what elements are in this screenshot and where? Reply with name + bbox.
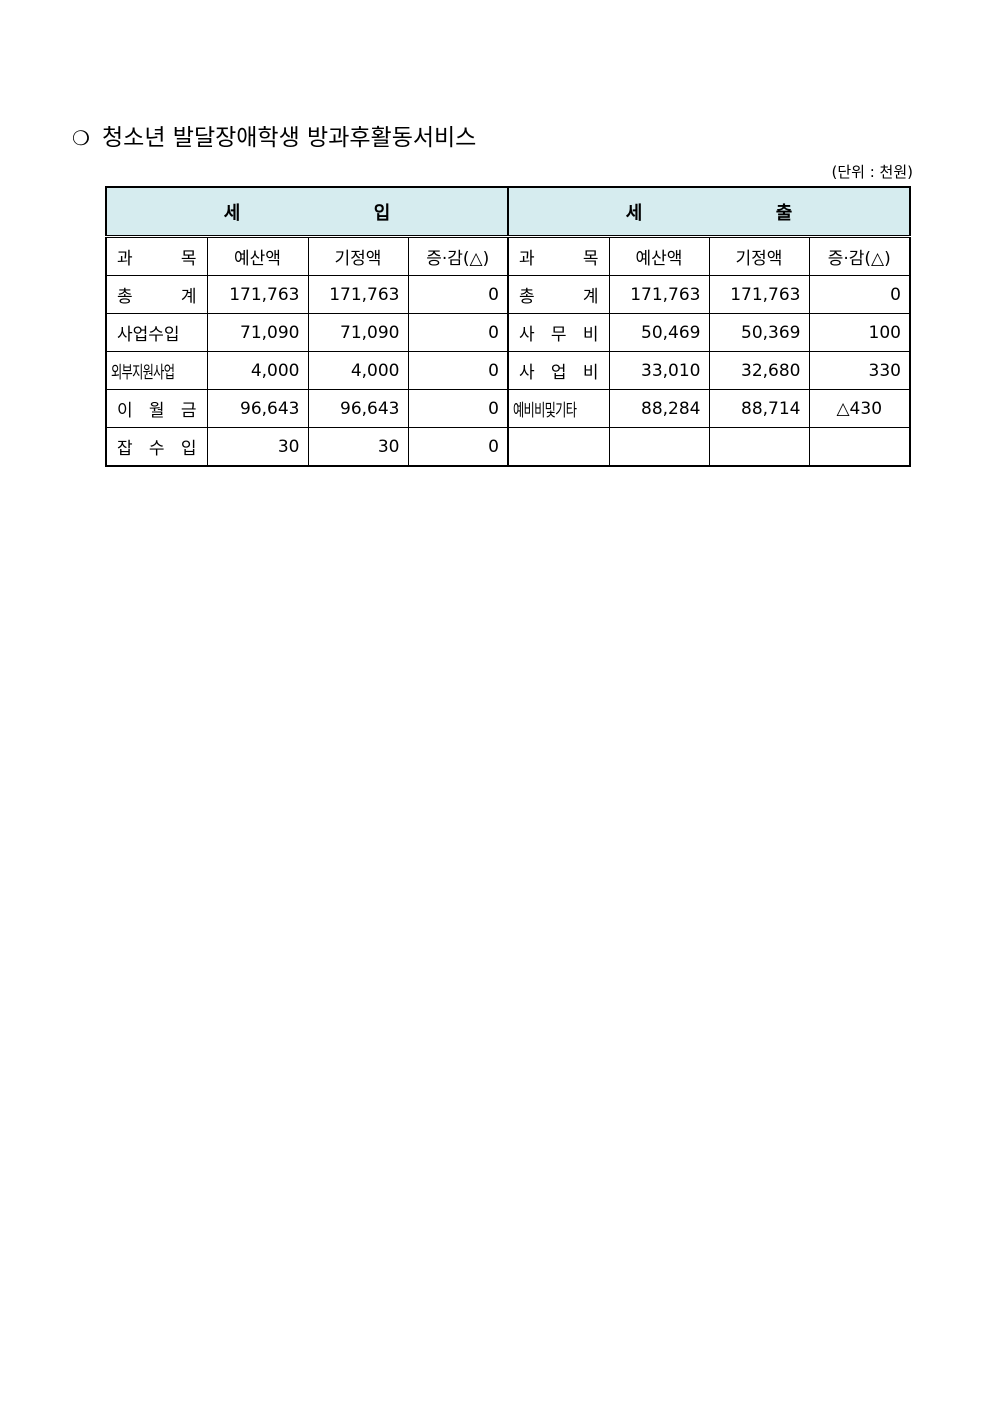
revenue-change-cell: 0	[407, 275, 509, 314]
circle-bullet-icon: ❍	[72, 126, 90, 150]
table-row: 잡 수 입 30 30 0	[105, 427, 911, 467]
expense-change-cell: △430	[808, 389, 911, 428]
revenue-prior-cell: 171,763	[307, 275, 409, 314]
expense-budget-cell: 88,284	[608, 389, 710, 428]
table-row: 외부지원사업 4,000 4,000 0 사 업 비 33,010 32,680 330	[105, 351, 911, 390]
col-prior: 기정액	[708, 236, 810, 276]
revenue-item-cell: 총 계	[105, 275, 208, 314]
expense-budget-cell	[608, 427, 710, 467]
col-item: 과 목	[105, 236, 208, 276]
expense-item-cell: 사 업 비	[507, 351, 610, 390]
col-budget: 예산액	[608, 236, 710, 276]
expense-prior-cell: 50,369	[708, 313, 810, 352]
revenue-budget-cell: 30	[206, 427, 309, 467]
revenue-prior-cell: 71,090	[307, 313, 409, 352]
section-title: ❍ 청소년 발달장애학생 방과후활동서비스	[72, 118, 476, 152]
revenue-budget-cell: 71,090	[206, 313, 309, 352]
expense-header-char: 세	[625, 202, 643, 224]
revenue-budget-cell: 96,643	[206, 389, 309, 428]
revenue-prior-cell: 4,000	[307, 351, 409, 390]
expense-item-cell: 총 계	[507, 275, 610, 314]
revenue-item-cell: 이 월 금	[105, 389, 208, 428]
revenue-item-cell: 사업수입	[105, 313, 208, 352]
table-row: 사업수입 71,090 71,090 0 사 무 비 50,469 50,369 100	[105, 313, 911, 352]
col-prior: 기정액	[307, 236, 409, 276]
expense-budget-cell: 50,469	[608, 313, 710, 352]
revenue-item-cell: 외부지원사업	[105, 351, 208, 390]
revenue-change-cell: 0	[407, 313, 509, 352]
col-change: 증·감(△)	[407, 236, 509, 276]
expense-prior-cell: 32,680	[708, 351, 810, 390]
expense-item-cell: 사 무 비	[507, 313, 610, 352]
expense-change-cell: 100	[808, 313, 911, 352]
expense-change-cell: 0	[808, 275, 911, 314]
revenue-change-cell: 0	[407, 351, 509, 390]
table-row: 총 계 171,763 171,763 0 총 계 171,763 171,763 0	[105, 275, 911, 314]
revenue-header-char: 세	[223, 202, 241, 224]
revenue-prior-cell: 30	[307, 427, 409, 467]
expense-prior-cell: 171,763	[708, 275, 810, 314]
expense-budget-cell: 171,763	[608, 275, 710, 314]
expense-item-cell	[507, 427, 610, 467]
expense-change-cell: 330	[808, 351, 911, 390]
expense-prior-cell	[708, 427, 810, 467]
expense-change-cell	[808, 427, 911, 467]
section-title-text: 청소년 발달장애학생 방과후활동서비스	[102, 125, 477, 151]
col-budget: 예산액	[206, 236, 309, 276]
revenue-budget-cell: 4,000	[206, 351, 309, 390]
revenue-header-char: 입	[373, 202, 391, 224]
revenue-change-cell: 0	[407, 427, 509, 467]
column-header-row: 과 목 예산액 기정액 증·감(△) 과 목 예산액 기정액 증·감(△)	[105, 236, 911, 276]
revenue-change-cell: 0	[407, 389, 509, 428]
item-label: 외부지원사업	[111, 363, 175, 383]
col-item: 과 목	[507, 236, 610, 276]
col-change: 증·감(△)	[808, 236, 911, 276]
revenue-budget-cell: 171,763	[206, 275, 309, 314]
unit-label: (단위 : 천원)	[831, 163, 914, 181]
expense-header-char: 출	[775, 202, 793, 224]
expense-budget-cell: 33,010	[608, 351, 710, 390]
revenue-item-cell: 잡 수 입	[105, 427, 208, 467]
revenue-prior-cell: 96,643	[307, 389, 409, 428]
item-label: 예비비및기타	[513, 401, 577, 421]
table-row: 이 월 금 96,643 96,643 0 예비비및기타 88,284 88,714 △430	[105, 389, 911, 428]
expense-item-cell: 예비비및기타	[507, 389, 610, 428]
expense-prior-cell: 88,714	[708, 389, 810, 428]
